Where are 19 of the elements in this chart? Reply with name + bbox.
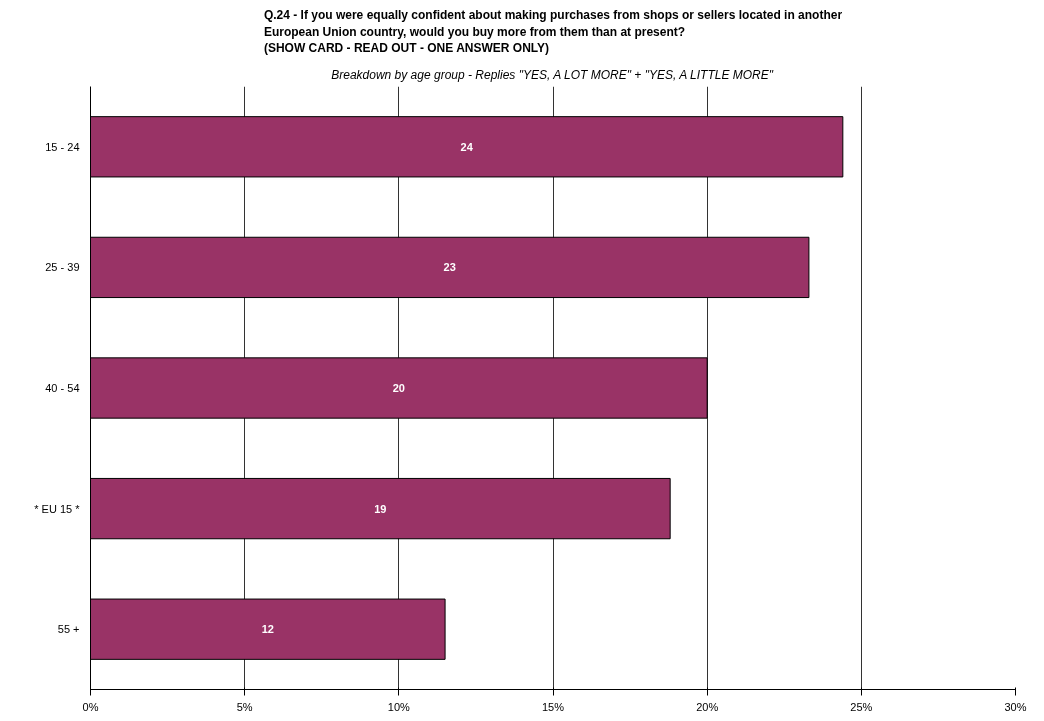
x-tick-label: 10% bbox=[387, 700, 411, 713]
x-tick-label: 0% bbox=[82, 700, 99, 713]
y-tick-label: 25 - 39 bbox=[45, 261, 80, 274]
data-label: 23 bbox=[443, 261, 456, 274]
y-tick-label: 55 + bbox=[57, 623, 80, 636]
chart-subtitle: Breakdown by age group - Replies "YES, A LOT MORE" + "YES, A LITTLE MORE" bbox=[331, 67, 774, 82]
data-label: 12 bbox=[261, 623, 274, 636]
data-label: 24 bbox=[460, 140, 474, 153]
x-tick-label: 25% bbox=[850, 700, 873, 713]
x-tick-label: 20% bbox=[696, 700, 719, 713]
x-tick-label: 5% bbox=[236, 700, 253, 713]
y-tick-label: 15 - 24 bbox=[45, 140, 80, 153]
x-tick-label: 15% bbox=[541, 700, 565, 713]
y-tick-label: * EU 15 * bbox=[34, 502, 81, 515]
chart-title: Q.24 - If you were equally confident about making purchases from shops or sellers located in another European Union country, would you buy more from them than at present? (SHOW CARD - READ OUT - ONE ANSWER ONLY) bbox=[263, 7, 843, 56]
data-label: 20 bbox=[392, 382, 405, 394]
y-tick-label: 40 - 54 bbox=[45, 382, 80, 394]
data-label: 19 bbox=[374, 502, 387, 515]
x-tick-label: 30% bbox=[1004, 700, 1027, 713]
